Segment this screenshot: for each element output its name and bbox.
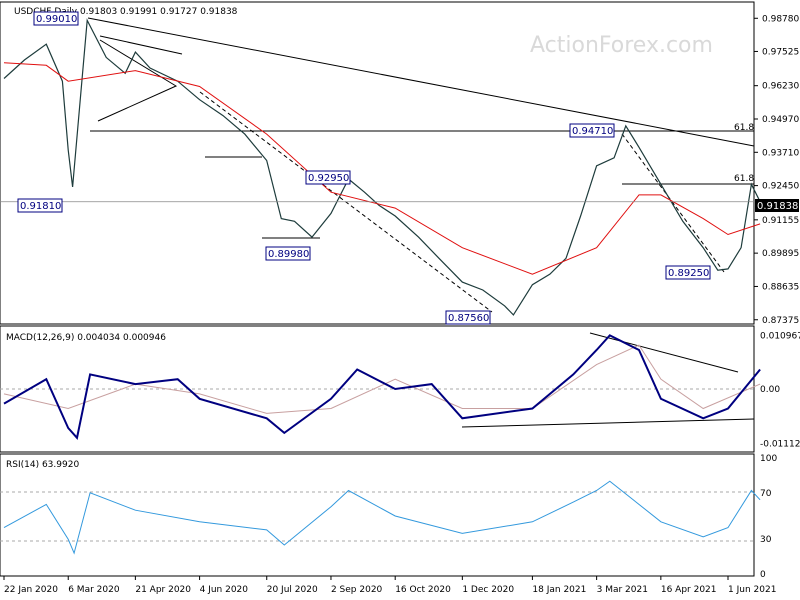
x-tick-label: 3 Mar 2021 bbox=[597, 585, 648, 595]
rsi-line bbox=[3, 480, 761, 555]
rsi-tick-label: 30 bbox=[760, 535, 772, 545]
price-tick-label: 0.96230 bbox=[762, 82, 799, 92]
svg-text:0.99010: 0.99010 bbox=[36, 14, 77, 25]
price-tick-label: 0.89895 bbox=[762, 249, 799, 259]
price-tick-label: 0.91155 bbox=[762, 216, 799, 226]
macd-panel bbox=[0, 325, 755, 453]
long-term-trendline bbox=[87, 17, 755, 147]
price-tick-label: 0.93710 bbox=[762, 148, 799, 158]
x-tick-label: 4 Jun 2020 bbox=[200, 585, 249, 595]
axis-layer: 0.98780 0.97525 0.96230 0.94970 0.93710 0.924… bbox=[3, 14, 800, 595]
macd-tick-label: -0.011127 bbox=[760, 439, 800, 449]
x-tick-label: 20 Jul 2020 bbox=[267, 585, 318, 595]
rsi-series-layer bbox=[3, 480, 761, 555]
macd-label: MACD(12,26,9) 0.004034 0.000946 bbox=[6, 333, 166, 343]
svg-text:0.89980: 0.89980 bbox=[268, 249, 309, 260]
price-tick-label: 0.87375 bbox=[762, 316, 799, 326]
watermark: ActionForex.com bbox=[530, 33, 713, 58]
price-tick-label: 0.97525 bbox=[762, 47, 799, 57]
price-tick-label: 0.98780 bbox=[762, 14, 799, 24]
rsi-tick-label: 0 bbox=[760, 570, 766, 580]
svg-text:0.94710: 0.94710 bbox=[572, 126, 613, 137]
price-label-low: 0.87560 bbox=[445, 310, 491, 325]
price-tick-label: 0.88635 bbox=[762, 282, 799, 292]
svg-text:0.91810: 0.91810 bbox=[20, 201, 61, 212]
rsi-panel bbox=[0, 453, 755, 577]
svg-text:0.92950: 0.92950 bbox=[308, 173, 349, 184]
price-line bbox=[3, 18, 761, 316]
svg-text:0.89250: 0.89250 bbox=[668, 268, 709, 279]
price-label-sep: 0.92950 bbox=[305, 170, 351, 185]
triangle-top bbox=[99, 35, 183, 55]
x-tick-label: 16 Oct 2020 bbox=[395, 585, 451, 595]
x-tick-label: 1 Dec 2020 bbox=[462, 585, 514, 595]
x-tick-label: 1 Jun 2021 bbox=[728, 585, 776, 595]
price-label-prev: 0.91810 bbox=[17, 198, 63, 213]
falling-channel-2 bbox=[621, 133, 725, 273]
price-tick-label: 0.94970 bbox=[762, 115, 799, 125]
fib-label-1: 61.8 bbox=[734, 123, 754, 133]
svg-text:0.91838: 0.91838 bbox=[757, 201, 798, 212]
x-tick-label: 16 Apr 2021 bbox=[661, 585, 717, 595]
last-price-tag: 0.91838 bbox=[755, 199, 799, 212]
price-series-layer bbox=[0, 18, 761, 316]
price-panel bbox=[0, 1, 755, 325]
x-tick-label: 22 Jan 2020 bbox=[4, 585, 58, 595]
svg-text:0.87560: 0.87560 bbox=[448, 313, 489, 324]
macd-tick-label: 0.00 bbox=[760, 385, 780, 395]
triangle-pattern bbox=[97, 39, 178, 122]
macd-tick-label: 0.010967 bbox=[760, 331, 800, 341]
sma-line bbox=[3, 62, 761, 275]
price-tick-label: 0.92450 bbox=[762, 182, 799, 192]
macd-line bbox=[3, 334, 761, 440]
price-label-mar: 0.94710 bbox=[569, 123, 615, 138]
price-label-jul: 0.89980 bbox=[265, 246, 311, 261]
chart-header: USDCHF Daily 0.91803 0.91991 0.91727 0.9… bbox=[14, 7, 238, 17]
macd-trendline bbox=[589, 332, 739, 373]
price-label-may: 0.89250 bbox=[665, 265, 711, 280]
rsi-label: RSI(14) 63.9920 bbox=[6, 460, 79, 470]
x-tick-label: 2 Sep 2020 bbox=[331, 585, 383, 595]
x-tick-label: 21 Apr 2020 bbox=[135, 585, 191, 595]
rsi-tick-label: 100 bbox=[760, 454, 777, 464]
x-tick-label: 18 Jan 2021 bbox=[532, 585, 586, 595]
macd-support bbox=[461, 418, 755, 428]
macd-signal-line bbox=[3, 344, 761, 414]
fib-label-2: 61.8 bbox=[734, 174, 754, 184]
macd-series-layer bbox=[3, 334, 761, 440]
x-tick-label: 6 Mar 2020 bbox=[68, 585, 120, 595]
rsi-tick-label: 70 bbox=[760, 489, 772, 499]
price-label-high: 0.99010 bbox=[33, 11, 79, 26]
